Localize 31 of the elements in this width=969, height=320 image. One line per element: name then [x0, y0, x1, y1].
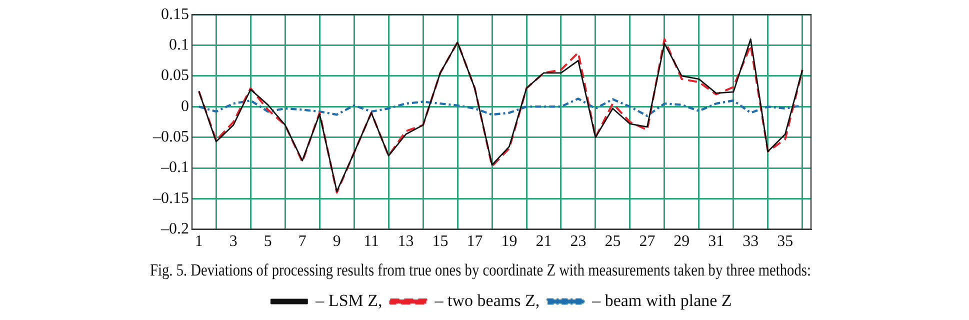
- y-tick-label: 0: [181, 98, 189, 115]
- caption: Fig. 5. Deviations of processing results from true ones by coordinate Z with measurements taken by three methods:: [150, 261, 811, 280]
- y-tick-label: –0.15: [152, 190, 189, 207]
- x-tick-label: 7: [298, 233, 306, 250]
- x-tick-label: 17: [466, 233, 483, 250]
- x-tick-label: 21: [536, 233, 552, 250]
- x-tick-label: 25: [604, 233, 621, 250]
- x-tick-label: 1: [194, 233, 203, 250]
- x-tick-label: 35: [777, 233, 794, 250]
- y-tick-label: 0.05: [161, 67, 189, 84]
- y-tick-label: –0.2: [160, 220, 189, 238]
- x-tick-label: 13: [398, 233, 414, 250]
- x-tick-label: 11: [364, 233, 380, 250]
- legend-label: – beam with plane Z: [591, 290, 732, 310]
- x-tick-label: 31: [708, 233, 724, 250]
- y-tick-label: –0.1: [160, 159, 189, 176]
- y-tick-label: –0.05: [152, 128, 189, 146]
- x-tick-label: 15: [432, 233, 448, 250]
- y-tick-label: 0.1: [169, 36, 189, 54]
- x-tick-label: 3: [229, 233, 238, 250]
- x-tick-label: 19: [501, 233, 518, 250]
- x-tick-label: 23: [570, 233, 586, 250]
- x-tick-label: 29: [674, 233, 690, 250]
- line-series: [198, 98, 804, 117]
- legend-label: – LSM Z,: [314, 290, 382, 310]
- x-tick-label: 9: [332, 233, 341, 250]
- y-tick-label: 0.15: [161, 6, 189, 23]
- x-tick-label: 27: [639, 233, 656, 250]
- x-tick-label: 5: [264, 233, 272, 250]
- legend-label: – two beams Z,: [434, 290, 540, 310]
- x-tick-label: 33: [742, 233, 759, 250]
